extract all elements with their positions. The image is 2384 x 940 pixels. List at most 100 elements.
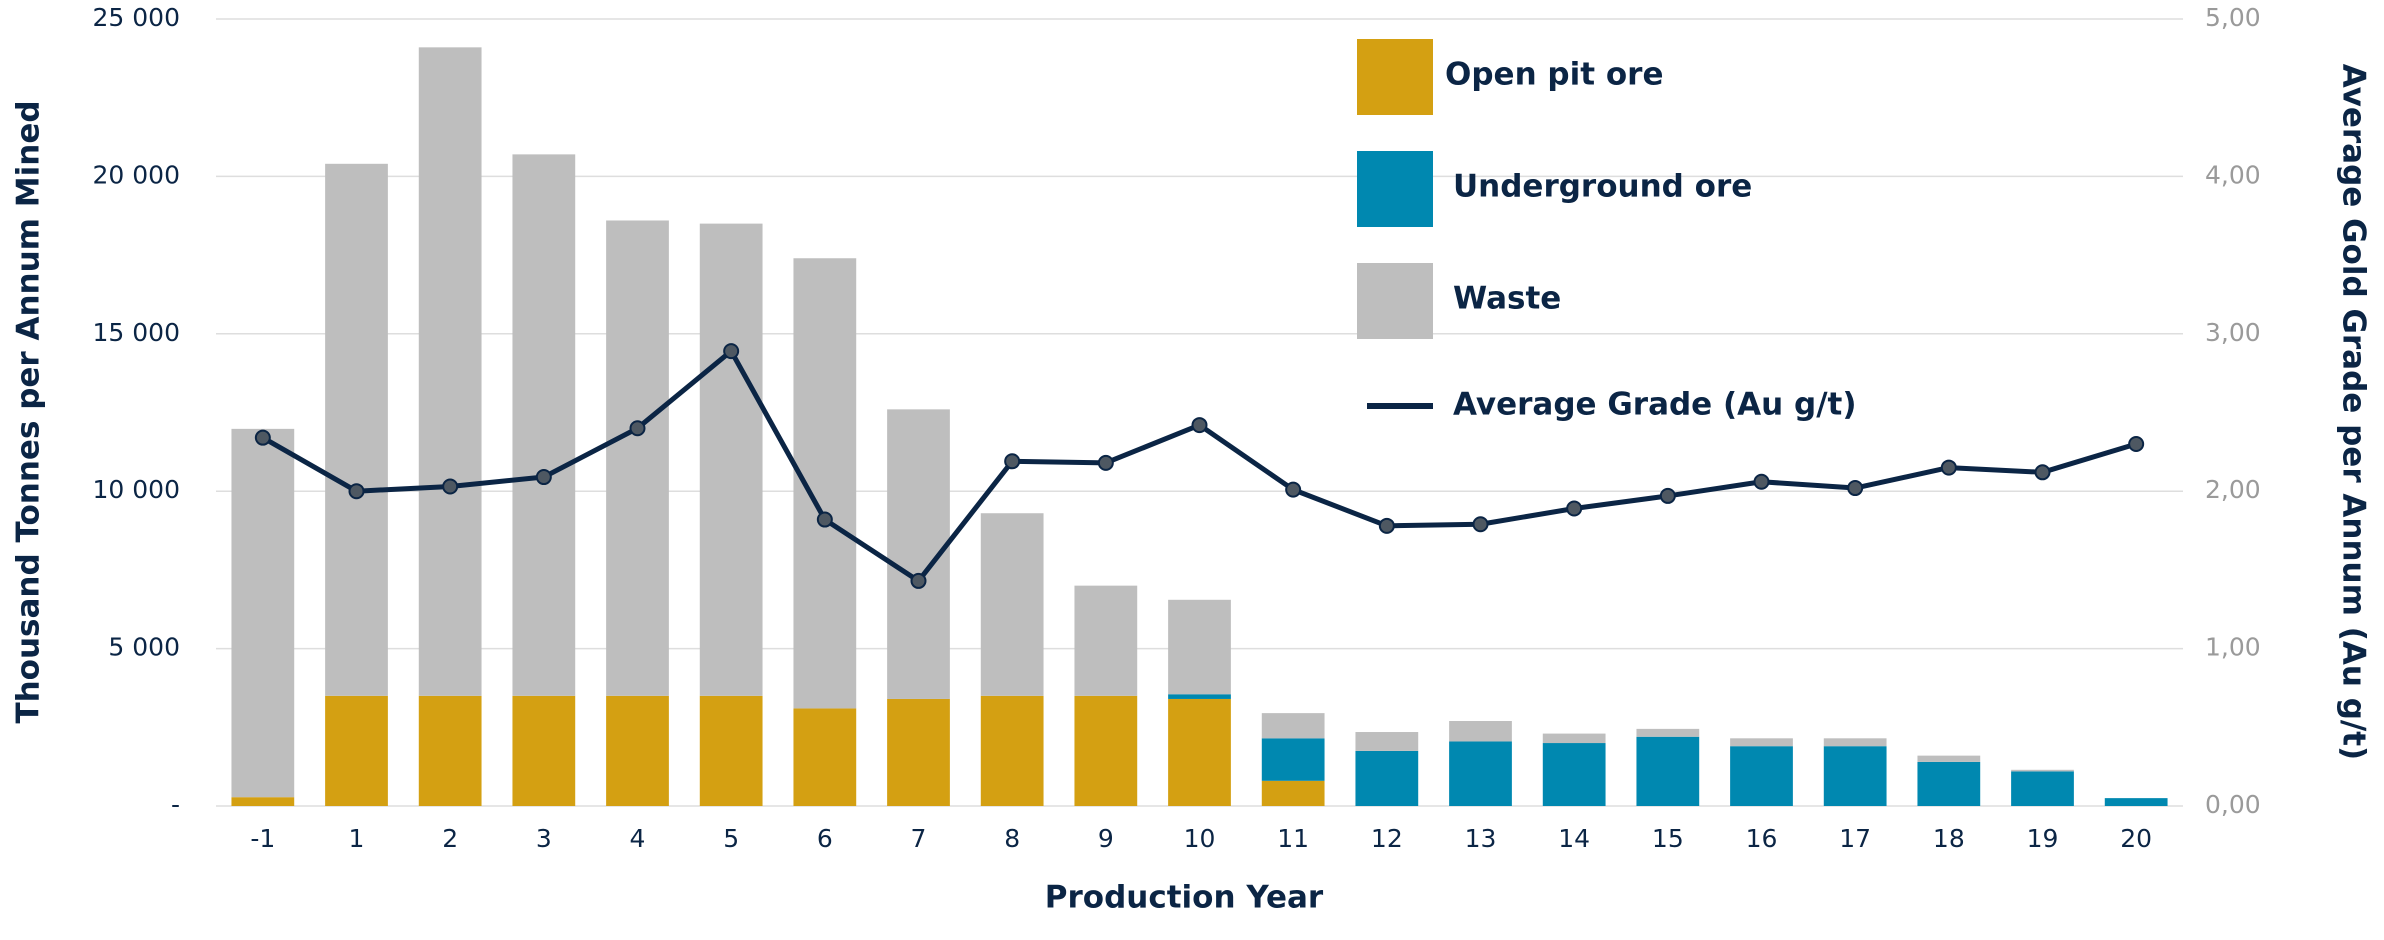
y2-tick-label: 2,00 [2205,475,2261,504]
bar-segment [1542,733,1606,744]
x-tick-label: 2 [442,824,458,853]
grade-marker [1659,487,1676,504]
x-tick-label: 10 [1184,824,1216,853]
bar-segment [887,698,950,806]
bar-segment [2011,771,2074,806]
y-tick-label: - [171,790,180,819]
x-tick-label: 1 [349,824,365,853]
y-tick-label: 10 000 [93,475,180,504]
bar-segment [1355,732,1419,751]
grade-marker [2034,464,2051,481]
y-tick-label: 5 000 [108,633,180,662]
x-tick-label: 9 [1098,824,1114,853]
grade-marker [2128,435,2145,452]
bar-segment [418,695,482,806]
grade-marker [629,420,646,437]
bar-segment [512,154,576,696]
y-tick-label: 20 000 [93,160,180,189]
x-tick-label: 5 [723,824,739,853]
bar-segment [1917,755,1981,762]
legend-label: Waste [1453,281,1561,317]
x-tick-label: 13 [1465,824,1497,853]
y-axis-title: Thousand Tonnes per Annum Mined [11,100,47,723]
bar-segment [1730,746,1793,806]
x-tick-label: 8 [1004,824,1020,853]
grade-marker [1566,500,1583,517]
x-tick-label: 12 [1371,824,1403,853]
x-tick-label: 6 [817,824,833,853]
grade-marker [1097,454,1114,471]
y-tick-label: 15 000 [93,318,180,347]
x-tick-label: 18 [1933,824,1965,853]
bar-segment [1917,761,1981,806]
y2-tick-label: 1,00 [2205,633,2261,662]
y-tick-label: 25 000 [93,3,180,32]
x-tick-label: 11 [1277,824,1309,853]
grade-marker [1472,516,1489,533]
bar-segment [793,708,857,806]
bar-segment [1074,585,1138,696]
bar-segment [606,695,669,806]
legend-swatch [1357,39,1433,115]
bar-segment [1823,738,1887,747]
grade-marker [1847,480,1864,497]
bar-segment [231,797,295,806]
y2-tick-label: 5,00 [2205,3,2261,32]
grade-marker [254,429,271,446]
bar-segment [1449,741,1512,806]
bar-segment [2011,769,2074,772]
bar-segment [699,223,763,696]
grade-marker [1191,417,1208,434]
x-axis-title: Production Year [1045,880,1324,916]
bar-segment [1261,780,1325,806]
bar-segment [231,428,295,798]
bar-segment [1449,721,1512,742]
grade-marker [910,572,927,589]
bar-segment [1542,743,1606,806]
bar-segment [1261,738,1325,781]
bar-segment [2104,798,2168,806]
x-tick-label: 20 [2120,824,2152,853]
grade-marker [348,483,365,500]
y2-axis-title: Average Gold Grade per Annum (Au g/t) [2336,64,2372,760]
legend-label: Underground ore [1453,169,1752,205]
bar-segment [1261,713,1325,739]
grade-marker [442,478,459,495]
legend-swatch [1357,263,1433,339]
bar-segment [325,695,388,806]
grade-marker [1753,473,1770,490]
x-tick-label: 4 [630,824,646,853]
bar-segment [1636,736,1700,806]
grade-marker [723,343,740,360]
grade-marker [1378,517,1395,534]
bar-segment [1730,738,1793,747]
grade-marker [535,469,552,486]
y2-tick-label: 3,00 [2205,318,2261,347]
x-tick-label: 3 [536,824,552,853]
x-tick-label: 7 [911,824,927,853]
grade-marker [816,511,833,528]
bar-segment [1168,694,1231,699]
grade-marker [1285,481,1302,498]
bar-segment [980,695,1044,806]
bar-segment [1636,728,1700,737]
x-tick-label: 14 [1558,824,1590,853]
bar-segment [512,695,576,806]
grade-marker [1940,459,1957,476]
bar-segment [1168,698,1231,806]
bar-segment [699,695,763,806]
x-tick-label: -1 [250,824,275,853]
legend-label: Open pit ore [1445,57,1663,93]
bar-segment [325,163,388,696]
x-tick-label: 19 [2027,824,2059,853]
x-tick-label: 15 [1652,824,1684,853]
bar-segment [1823,746,1887,806]
y2-tick-label: 4,00 [2205,160,2261,189]
legend-swatch [1357,151,1433,227]
x-tick-label: 17 [1839,824,1871,853]
grade-marker [1004,453,1021,470]
bar-segment [418,47,482,696]
x-tick-label: 16 [1746,824,1778,853]
bar-segment [606,220,669,696]
